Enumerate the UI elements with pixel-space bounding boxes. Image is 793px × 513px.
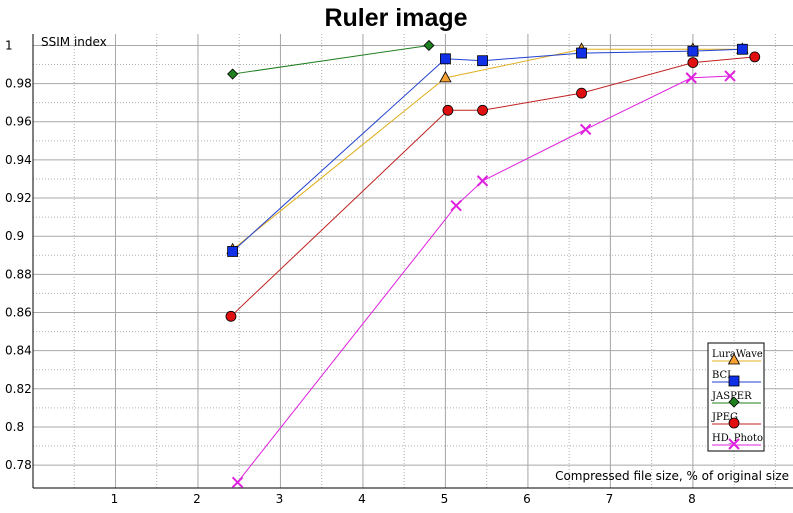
data-point-hd-photo (450, 199, 462, 212)
legend: LuraWave BCI JASPER JPEG HD_Photo (707, 342, 765, 452)
series-bci (227, 43, 748, 257)
x-marker-stroke (728, 438, 740, 450)
series-jpeg (225, 51, 761, 322)
data-point-bci (477, 55, 488, 67)
data-point-bci (736, 43, 748, 55)
x-marker-stroke (450, 199, 462, 212)
data-point-hd-photo (579, 123, 592, 136)
series-line-jasper (232, 44, 430, 75)
data-point-jpeg (477, 104, 488, 116)
data-point-jasper (423, 39, 435, 52)
y-tick-label: 0.96 (5, 115, 32, 129)
y-tick-label: 0.88 (5, 267, 32, 281)
y-tick-label: 0.92 (5, 191, 32, 205)
y-tick-label: 0.8 (5, 420, 24, 434)
series-hd-photo (231, 70, 736, 488)
y-axis-label: SSIM index (41, 35, 107, 49)
x-marker-stroke (476, 175, 489, 187)
x-axis-label: Compressed file size, % of original size (555, 469, 789, 483)
legend-marker-lurawave (727, 353, 741, 365)
data-point-bci (687, 45, 699, 57)
data-point-hd-photo (231, 476, 244, 488)
y-tick-label: 0.86 (5, 306, 32, 320)
data-point-bci (227, 246, 239, 257)
y-tick-label: 0.82 (5, 382, 32, 396)
data-point-bci (440, 53, 451, 65)
y-tick-label: 0.84 (5, 344, 32, 358)
data-point-jasper (227, 68, 239, 80)
data-point-jpeg (687, 57, 699, 69)
legend-label-bci: BCI (712, 370, 731, 381)
legend-marker-jpeg (728, 417, 740, 429)
data-point-hd-photo (476, 175, 489, 187)
x-tick-label: 3 (276, 492, 284, 506)
legend-label-jpeg: JPEG (711, 412, 738, 423)
y-tick-label: 0.98 (5, 77, 32, 91)
axes: 1 2 3 4 5 6 7 8 0.78 0.8 0.82 0.84 0.86 0.88 0.9 0.92 0.… (5, 34, 793, 506)
x-tick-label: 1 (111, 492, 119, 506)
legend-marker-hd-photo (728, 438, 740, 450)
legend-marker-jasper (728, 396, 740, 408)
series-line-hd-photo (237, 75, 731, 483)
legend-label-hd-photo: HD_Photo (712, 433, 763, 444)
series-line-jpeg (230, 56, 755, 317)
data-point-hd-photo (724, 70, 736, 82)
data-point-lurawave (439, 71, 452, 83)
x-tick-label: 5 (441, 492, 449, 506)
data-point-hd-photo (685, 72, 697, 84)
y-tick-label: 1 (5, 38, 13, 52)
data-point-jpeg (442, 104, 454, 116)
series-jasper (227, 39, 435, 80)
y-tick-label: 0.78 (5, 458, 32, 472)
x-tick-label: 7 (606, 492, 614, 506)
x-tick-label: 2 (193, 492, 201, 506)
data-point-jpeg (576, 87, 587, 99)
legend-label-jasper: JASPER (711, 391, 752, 402)
x-tick-label: 4 (358, 492, 366, 506)
data-point-jpeg (749, 51, 761, 63)
y-tick-label: 0.94 (5, 153, 32, 167)
x-tick-label: 6 (523, 492, 531, 506)
chart-title: Ruler image (324, 4, 467, 32)
y-tick-label: 0.9 (5, 229, 24, 243)
x-marker-stroke (231, 476, 244, 488)
x-marker-stroke (724, 70, 736, 82)
series-layer (225, 39, 761, 488)
x-marker-stroke (579, 123, 592, 136)
legend-marker-bci (728, 375, 740, 387)
legend-label-lurawave: LuraWave (712, 349, 763, 360)
data-point-jpeg (225, 310, 237, 322)
x-marker-stroke (685, 72, 697, 84)
x-tick-label: 8 (688, 492, 696, 506)
series-line-bci (232, 48, 743, 252)
data-point-bci (576, 47, 587, 59)
